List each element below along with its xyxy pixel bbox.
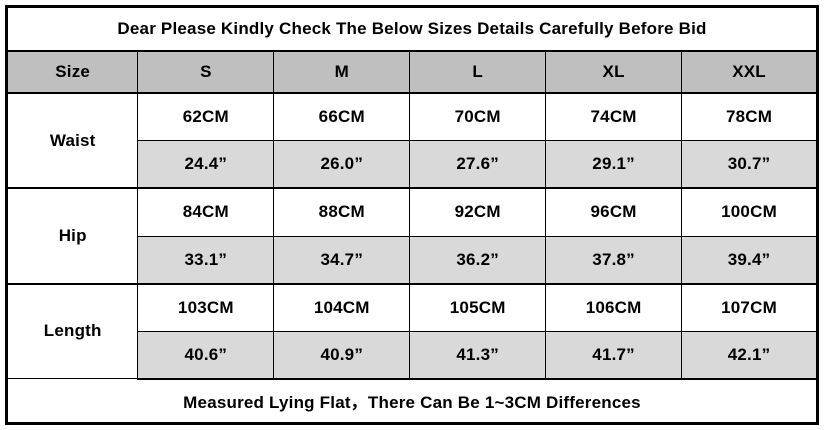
waist-cm-l: 70CM: [409, 92, 547, 142]
length-cm-s: 103CM: [137, 282, 275, 332]
waist-cm-m: 66CM: [273, 92, 411, 142]
header-xl: XL: [545, 50, 683, 95]
header-row: Size S M L XL XXL: [5, 50, 818, 95]
title-row: Dear Please Kindly Check The Below Sizes…: [6, 6, 818, 52]
footer-row: Measured Lying Flat，There Can Be 1~3CM D…: [6, 378, 818, 424]
waist-inch-s: 24.4”: [137, 140, 275, 190]
hip-inch-row: 33.1” 34.7” 36.2” 37.8” 39.4”: [7, 235, 818, 285]
row-label-waist: Waist: [5, 92, 139, 189]
length-inch-m: 40.9”: [273, 330, 411, 380]
waist-inch-xl: 29.1”: [545, 140, 683, 190]
header-m: M: [273, 50, 411, 95]
hip-cm-l: 92CM: [409, 187, 547, 237]
length-inch-row: 40.6” 40.9” 41.3” 41.7” 42.1”: [7, 330, 818, 380]
header-xxl: XXL: [681, 50, 818, 95]
waist-inch-m: 26.0”: [273, 140, 411, 190]
row-label-length: Length: [5, 282, 139, 380]
length-inch-xxl: 42.1”: [681, 330, 818, 380]
waist-cm-row: Waist 62CM 66CM 70CM 74CM 78CM: [5, 92, 818, 189]
waist-cm-s: 62CM: [137, 92, 275, 142]
chart-title: Dear Please Kindly Check The Below Sizes…: [6, 6, 818, 52]
header-size: Size: [5, 50, 139, 95]
length-cm-row: Length 103CM 104CM 105CM 106CM 107CM: [5, 282, 818, 380]
waist-inch-xxl: 30.7”: [681, 140, 818, 190]
hip-inch-s: 33.1”: [137, 235, 275, 285]
hip-inch-l: 36.2”: [409, 235, 547, 285]
waist-cm-xl: 74CM: [545, 92, 683, 142]
length-inch-l: 41.3”: [409, 330, 547, 380]
waist-inch-row: 24.4” 26.0” 27.6” 29.1” 30.7”: [7, 140, 818, 190]
length-cm-l: 105CM: [409, 282, 547, 332]
measurement-note: Measured Lying Flat，There Can Be 1~3CM D…: [6, 378, 818, 424]
length-cm-xxl: 107CM: [681, 282, 818, 332]
waist-inch-l: 27.6”: [409, 140, 547, 190]
hip-cm-s: 84CM: [137, 187, 275, 237]
hip-cm-xxl: 100CM: [681, 187, 818, 237]
header-l: L: [409, 50, 547, 95]
hip-cm-xl: 96CM: [545, 187, 683, 237]
row-label-hip: Hip: [5, 187, 139, 285]
waist-cm-xxl: 78CM: [681, 92, 818, 142]
hip-inch-m: 34.7”: [273, 235, 411, 285]
header-s: S: [137, 50, 275, 95]
size-chart-table: Dear Please Kindly Check The Below Sizes…: [5, 5, 819, 425]
hip-inch-xxl: 39.4”: [681, 235, 818, 285]
hip-cm-row: Hip 84CM 88CM 92CM 96CM 100CM: [5, 187, 818, 285]
length-inch-s: 40.6”: [137, 330, 275, 380]
hip-inch-xl: 37.8”: [545, 235, 683, 285]
length-cm-m: 104CM: [273, 282, 411, 332]
length-inch-xl: 41.7”: [545, 330, 683, 380]
hip-cm-m: 88CM: [273, 187, 411, 237]
length-cm-xl: 106CM: [545, 282, 683, 332]
